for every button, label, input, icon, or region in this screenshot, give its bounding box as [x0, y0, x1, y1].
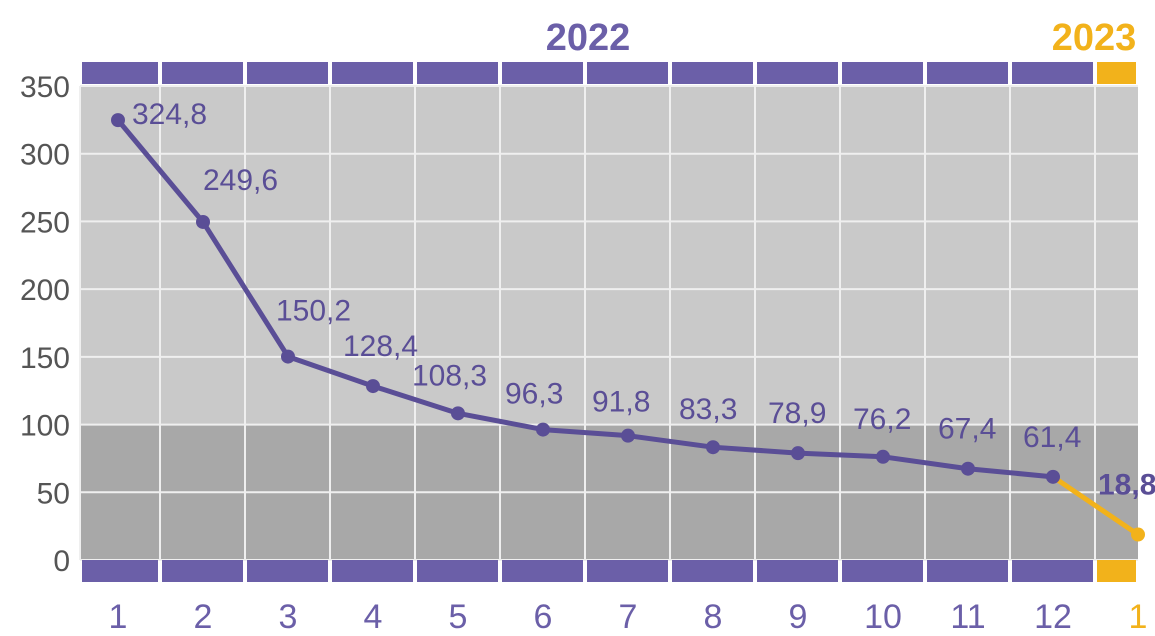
- x-tick-label: 9: [789, 598, 808, 636]
- series-line-2022: [116, 118, 1054, 480]
- year-band-bottom: [162, 560, 243, 582]
- data-point: [1046, 469, 1060, 484]
- data-point: [451, 406, 465, 421]
- year-band-bottom: [417, 560, 498, 582]
- x-tick-label: 7: [619, 598, 638, 636]
- data-label: 67,4: [938, 413, 996, 446]
- data-label: 78,9: [768, 397, 826, 430]
- year-band-bottom: [332, 560, 413, 582]
- year-bands: [82, 62, 1136, 582]
- year-band-bottom: [1097, 560, 1136, 582]
- year-band-bottom: [587, 560, 668, 582]
- data-label: 108,3: [412, 359, 487, 392]
- year-band-bottom: [502, 560, 583, 582]
- x-tick-label: 5: [449, 598, 468, 636]
- data-point: [366, 379, 380, 394]
- data-point: [281, 349, 295, 364]
- data-label: 150,2: [276, 295, 351, 328]
- year-band-top: [417, 62, 498, 84]
- year-band-top: [82, 62, 158, 84]
- year-band-bottom: [757, 560, 838, 582]
- x-tick-label: 10: [864, 598, 902, 636]
- year-band-bottom: [672, 560, 753, 582]
- data-label: 83,3: [679, 393, 737, 426]
- x-axis: 1 2 3 4 5 6 7 8 9 10 11 12 1: [109, 598, 1148, 636]
- data-point: [706, 440, 720, 455]
- x-tick-label: 6: [534, 598, 553, 636]
- year-band-top: [757, 62, 838, 84]
- y-tick-label: 250: [20, 206, 70, 239]
- series-line-2023: [1050, 474, 1141, 538]
- data-label: 128,4: [343, 330, 418, 363]
- data-point: [961, 461, 975, 476]
- plot-background-upper: [80, 86, 1138, 425]
- x-tick-label: 1: [109, 598, 128, 636]
- year-label-2023: 2023: [1052, 17, 1137, 59]
- year-band-top: [672, 62, 753, 84]
- y-tick-label: 350: [20, 71, 70, 104]
- data-label: 96,3: [505, 378, 563, 411]
- year-labels: 2022 2023: [546, 17, 1137, 59]
- data-point: [621, 428, 635, 443]
- plot-background: [80, 86, 1138, 560]
- x-tick-label: 3: [279, 598, 298, 636]
- year-label-2022: 2022: [546, 17, 631, 59]
- year-band-top: [502, 62, 583, 84]
- data-label: 91,8: [592, 386, 650, 419]
- y-tick-label: 150: [20, 342, 70, 375]
- y-tick-label: 100: [20, 410, 70, 443]
- data-points: [111, 113, 1145, 542]
- gridlines: [79, 85, 1138, 561]
- year-band-top: [162, 62, 243, 84]
- y-axis: 0 50 100 150 200 250 300 350: [20, 71, 70, 578]
- data-label: 324,8: [132, 98, 207, 131]
- year-band-bottom: [842, 560, 923, 582]
- data-point: [111, 113, 125, 128]
- year-band-bottom: [1012, 560, 1093, 582]
- x-tick-label: 12: [1034, 598, 1072, 636]
- data-point: [536, 422, 550, 437]
- x-tick-label: 1: [1129, 598, 1148, 636]
- year-band-bottom: [82, 560, 158, 582]
- series-lines: [116, 118, 1141, 538]
- year-band-top: [842, 62, 923, 84]
- data-label: 18,8: [1098, 469, 1155, 502]
- y-tick-label: 300: [20, 139, 70, 172]
- data-point: [876, 449, 890, 464]
- year-band-top: [587, 62, 668, 84]
- year-band-top: [332, 62, 413, 84]
- year-band-bottom: [247, 560, 328, 582]
- year-band-bottom: [927, 560, 1008, 582]
- y-tick-label: 200: [20, 274, 70, 307]
- data-point: [196, 214, 210, 229]
- x-tick-label: 4: [364, 598, 383, 636]
- data-label: 249,6: [203, 164, 278, 197]
- data-point: [791, 446, 805, 461]
- year-band-top: [927, 62, 1008, 84]
- data-label: 76,2: [853, 403, 911, 436]
- year-band-top: [1012, 62, 1093, 84]
- data-label: 61,4: [1023, 421, 1081, 454]
- x-tick-label: 11: [950, 598, 985, 636]
- x-tick-label: 2: [194, 598, 213, 636]
- year-band-top: [1097, 62, 1136, 84]
- data-point: [1131, 527, 1145, 542]
- y-tick-label: 50: [37, 477, 70, 510]
- x-tick-label: 8: [704, 598, 723, 636]
- y-tick-label: 0: [53, 545, 70, 578]
- year-band-top: [247, 62, 328, 84]
